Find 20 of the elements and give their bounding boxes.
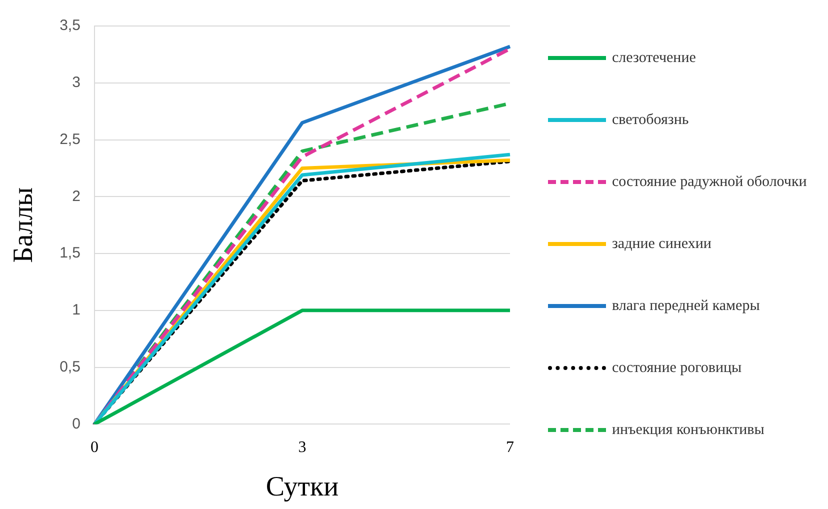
legend-label: инъекция конъюнктивы	[612, 421, 766, 440]
x-tick-label: 3	[298, 439, 306, 456]
x-axis-title: Сутки	[266, 472, 339, 503]
y-tick-label: 2	[72, 188, 80, 205]
y-tick-label: 3,5	[60, 17, 80, 34]
legend-label: влага передней камеры	[612, 297, 761, 316]
x-tick-label: 7	[506, 439, 514, 456]
legend-label: состояние роговицы	[612, 359, 743, 378]
y-tick-label: 3	[72, 74, 80, 92]
y-tick-label: 1,5	[60, 244, 80, 262]
legend-label: слезотечение	[612, 49, 697, 68]
legend-label: светобоязнь	[612, 111, 690, 130]
y-tick-label: 1	[72, 302, 80, 319]
legend-label: задние синехии	[612, 235, 712, 254]
y-tick-label: 2,5	[60, 130, 80, 148]
x-tick-label: 0	[90, 439, 98, 456]
y-axis-title: Баллы	[8, 187, 40, 263]
y-tick-label: 0,5	[60, 358, 80, 376]
legend-label: состояние радужной оболочки	[612, 173, 808, 192]
y-tick-label: 0	[72, 415, 80, 432]
